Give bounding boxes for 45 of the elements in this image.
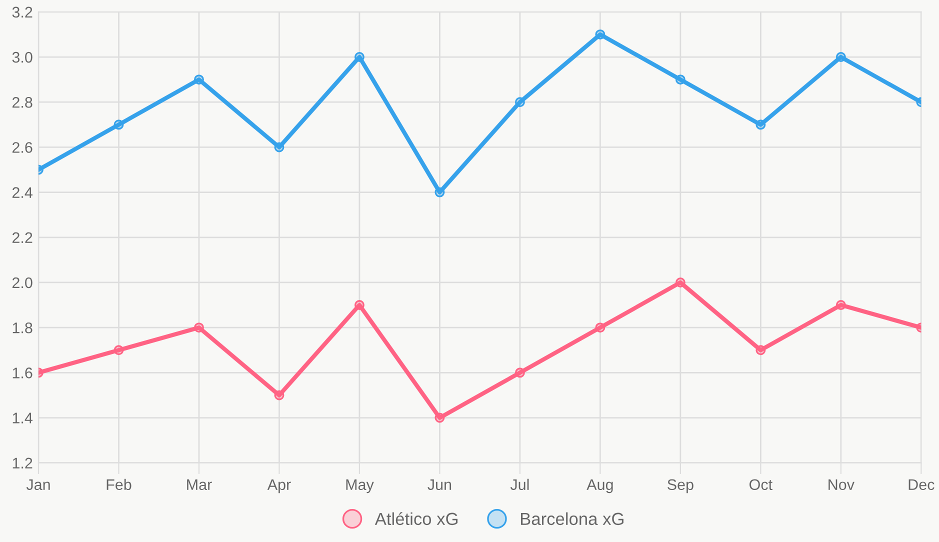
y-tick-label: 2.6	[12, 142, 32, 153]
point	[675, 277, 686, 288]
x-tick-label: Aug	[586, 479, 613, 494]
point	[434, 412, 445, 423]
point	[756, 345, 766, 356]
x-tick-label: Jul	[510, 478, 529, 490]
point	[675, 74, 686, 85]
point	[194, 74, 204, 85]
x-tick-label: Dec	[908, 479, 934, 490]
y-tick-label: 2.2	[12, 232, 32, 243]
x-tick-label: May	[346, 479, 374, 494]
point	[836, 52, 846, 62]
point	[274, 390, 284, 400]
x-tick-label: Sep	[668, 479, 694, 494]
x-tick-label: Oct	[750, 479, 772, 490]
x-tick-label: Apr	[267, 479, 291, 494]
y-tick-label: 2.4	[12, 187, 32, 198]
y-tick-label: 3.0	[12, 52, 32, 63]
x-tick-label: Jan	[26, 479, 50, 490]
point	[514, 368, 525, 378]
point	[595, 322, 606, 333]
point	[114, 120, 124, 130]
point	[274, 142, 284, 152]
point	[354, 52, 364, 62]
point	[354, 300, 364, 310]
y-tick-label: 3.2	[12, 6, 32, 18]
x-tick-label: Feb	[106, 478, 132, 490]
x-tick-label: Jun	[428, 479, 452, 490]
y-tick-label: 1.6	[12, 368, 32, 378]
point	[434, 187, 445, 198]
y-tick-label: 1.4	[12, 412, 32, 424]
x-tick-label: Mar	[187, 479, 212, 490]
legend-label: Atlético xG	[374, 512, 458, 526]
point	[756, 120, 766, 130]
y-tick-label: 1.2	[12, 458, 32, 468]
y-tick-label: 2.8	[12, 96, 32, 108]
y-tick-label: 2.0	[12, 277, 32, 288]
x-tick-label: Nov	[828, 479, 854, 490]
point	[836, 300, 846, 310]
point	[194, 322, 204, 333]
point	[595, 29, 606, 40]
legend-label: Barcelona xG	[520, 512, 624, 526]
y-tick-label: 1.8	[12, 322, 32, 334]
point	[114, 345, 124, 356]
point	[514, 97, 525, 108]
